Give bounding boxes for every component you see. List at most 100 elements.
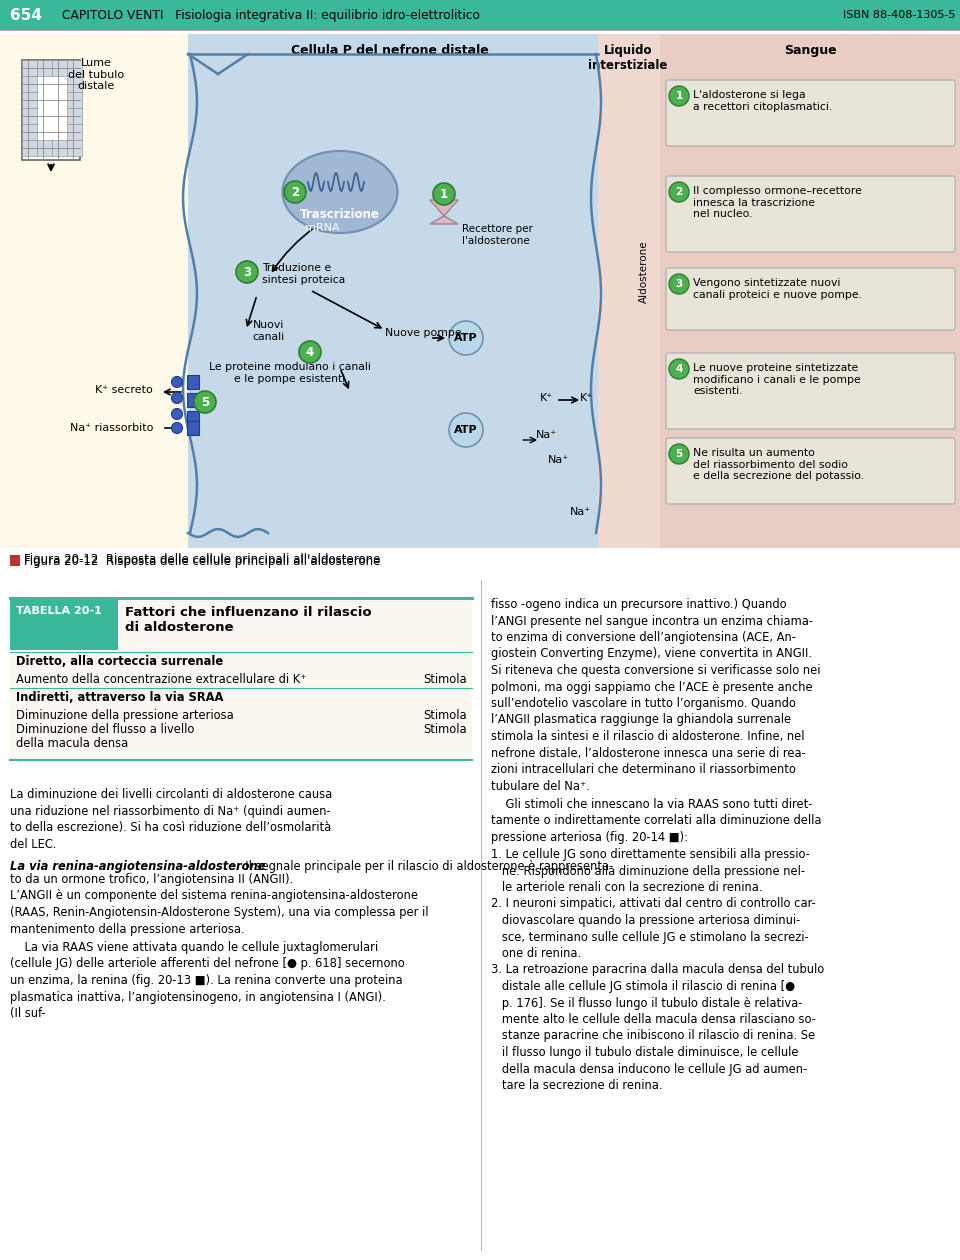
Ellipse shape: [282, 151, 397, 233]
Text: Le nuove proteine sintetizzate
modificano i canali e le pompe
esistenti.: Le nuove proteine sintetizzate modifican…: [693, 363, 861, 396]
Text: ISBN 88-408-1305-5: ISBN 88-408-1305-5: [843, 10, 955, 20]
Text: Recettore per
l'aldosterone: Recettore per l'aldosterone: [462, 224, 533, 246]
Text: Ne risulta un aumento
del riassorbimento del sodio
e della secrezione del potass: Ne risulta un aumento del riassorbimento…: [693, 449, 864, 481]
Text: Figura 20-12  Risposta delle cellule principali all'aldosterone: Figura 20-12 Risposta delle cellule prin…: [24, 554, 380, 567]
Text: 5: 5: [676, 449, 683, 459]
Text: Diminuzione del flusso a livello: Diminuzione del flusso a livello: [16, 723, 194, 736]
Bar: [22, 92, 37, 108]
Text: Na⁺: Na⁺: [569, 507, 590, 517]
Circle shape: [669, 359, 689, 379]
Text: 2: 2: [676, 186, 683, 197]
Text: 1: 1: [676, 91, 683, 101]
Text: Vengono sintetizzate nuovi
canali proteici e nuove pompe.: Vengono sintetizzate nuovi canali protei…: [693, 278, 862, 300]
Text: Traduzione e
sintesi proteica: Traduzione e sintesi proteica: [262, 263, 346, 285]
Bar: [22, 60, 37, 76]
Text: 3: 3: [676, 278, 683, 289]
Circle shape: [685, 98, 705, 118]
Text: La via renina-angiotensina-aldosterone: La via renina-angiotensina-aldosterone: [10, 861, 266, 873]
Text: ATP: ATP: [454, 333, 478, 343]
Bar: [22, 76, 37, 92]
Text: Il segnale principale per il rilascio di aldosterone è rappresenta-: Il segnale principale per il rilascio di…: [238, 861, 613, 873]
Bar: [22, 123, 37, 140]
Bar: [67, 60, 82, 76]
Circle shape: [449, 413, 483, 447]
Bar: [22, 108, 37, 123]
Text: La via RAAS viene attivata quando le cellule juxtaglomerulari
(cellule JG) delle: La via RAAS viene attivata quando le cel…: [10, 941, 405, 1021]
Polygon shape: [430, 200, 458, 215]
Bar: [67, 108, 82, 123]
Bar: [10, 598, 118, 650]
Text: K⁺: K⁺: [540, 393, 553, 403]
Bar: [52, 60, 67, 76]
Bar: [67, 92, 82, 108]
Text: 1. Le cellule JG sono direttamente sensibili alla pressio-
   ne. Rispondono all: 1. Le cellule JG sono direttamente sensi…: [491, 848, 825, 1092]
Circle shape: [669, 181, 689, 202]
Text: Fattori che influenzano il rilascio
di aldosterone: Fattori che influenzano il rilascio di a…: [125, 606, 372, 634]
Text: fisso -ogeno indica un precursore inattivo.) Quando
l’ANGI presente nel sangue i: fisso -ogeno indica un precursore inatti…: [491, 598, 821, 793]
Circle shape: [433, 183, 455, 205]
Bar: [0, 34, 188, 548]
Text: Stimola: Stimola: [423, 709, 467, 722]
Text: Nuovi
canali: Nuovi canali: [252, 320, 284, 341]
Text: Lume
del tubulo
distale: Lume del tubulo distale: [68, 58, 124, 91]
FancyBboxPatch shape: [666, 176, 955, 252]
Text: TABELLA 20-1: TABELLA 20-1: [16, 606, 102, 616]
Text: Diminuzione della pressione arteriosa: Diminuzione della pressione arteriosa: [16, 709, 233, 722]
Text: Sangue: Sangue: [783, 44, 836, 57]
FancyBboxPatch shape: [666, 79, 955, 146]
Circle shape: [284, 181, 306, 203]
Bar: [67, 123, 82, 140]
Bar: [22, 140, 37, 156]
Text: Na⁺: Na⁺: [547, 455, 568, 465]
Circle shape: [669, 86, 689, 106]
Bar: [188, 34, 598, 548]
Text: Nuove pompe: Nuove pompe: [385, 328, 462, 338]
Text: K⁺ secreto: K⁺ secreto: [95, 386, 153, 394]
FancyBboxPatch shape: [666, 438, 955, 504]
Bar: [5, 3, 47, 26]
Text: to da un ormone trofico, l’angiotensina II (ANGII).
L’ANGII è un componente del : to da un ormone trofico, l’angiotensina …: [10, 873, 428, 935]
Text: Figura 20-12  Risposta delle cellule principali all'aldosterone: Figura 20-12 Risposta delle cellule prin…: [24, 553, 380, 567]
Circle shape: [685, 275, 705, 295]
Text: 4: 4: [675, 364, 683, 374]
Bar: [187, 393, 199, 407]
Text: Cellula P del nefrone distale: Cellula P del nefrone distale: [291, 44, 489, 57]
Circle shape: [172, 377, 182, 388]
Bar: [67, 76, 82, 92]
FancyBboxPatch shape: [666, 353, 955, 428]
Text: 3: 3: [243, 266, 252, 278]
Text: La diminuzione dei livelli circolanti di aldosterone causa
una riduzione nel ria: La diminuzione dei livelli circolanti di…: [10, 788, 332, 850]
Text: CAPITOLO VENTI   Fisiologia integrativa II: equilibrio idro-elettrolitico: CAPITOLO VENTI Fisiologia integrativa II…: [62, 9, 480, 21]
Circle shape: [194, 391, 216, 413]
Text: Il complesso ormone–recettore
innesca la trascrizione
nel nucleo.: Il complesso ormone–recettore innesca la…: [693, 186, 862, 219]
Text: 654: 654: [10, 8, 42, 23]
Circle shape: [299, 341, 321, 363]
Text: Na⁺: Na⁺: [536, 430, 557, 440]
Text: K⁺: K⁺: [580, 393, 592, 403]
Bar: [22, 60, 80, 160]
Circle shape: [236, 261, 258, 284]
Bar: [0, 0, 960, 30]
Circle shape: [685, 360, 705, 381]
Text: della macula densa: della macula densa: [16, 737, 129, 750]
Text: 1: 1: [440, 188, 448, 200]
Polygon shape: [430, 215, 458, 224]
Bar: [37, 140, 52, 156]
Text: Diretto, alla corteccia surrenale: Diretto, alla corteccia surrenale: [16, 655, 223, 668]
Text: Trascrizione: Trascrizione: [300, 208, 380, 220]
Circle shape: [435, 185, 453, 203]
Text: Gli stimoli che innescano la via RAAS sono tutti diret-
tamente o indirettamente: Gli stimoli che innescano la via RAAS so…: [491, 798, 822, 844]
Circle shape: [172, 422, 182, 433]
Bar: [187, 375, 199, 389]
Text: 4: 4: [306, 345, 314, 359]
Text: Aumento della concentrazione extracellulare di K⁺: Aumento della concentrazione extracellul…: [16, 673, 306, 685]
Circle shape: [669, 444, 689, 464]
Text: Stimola: Stimola: [423, 723, 467, 736]
Bar: [52, 140, 67, 156]
Text: Na⁺ riassorbito: Na⁺ riassorbito: [70, 423, 153, 433]
Bar: [187, 421, 199, 435]
Text: Indiretti, attraverso la via SRAA: Indiretti, attraverso la via SRAA: [16, 690, 224, 704]
Circle shape: [449, 321, 483, 355]
Bar: [187, 411, 199, 425]
Bar: [67, 140, 82, 156]
